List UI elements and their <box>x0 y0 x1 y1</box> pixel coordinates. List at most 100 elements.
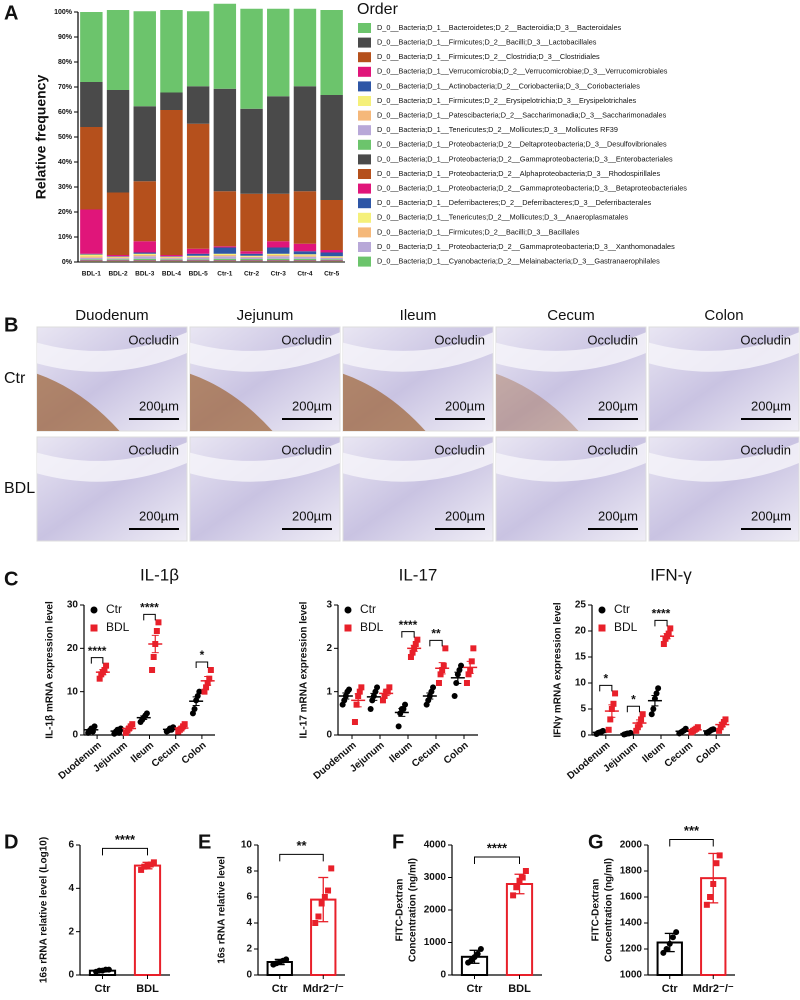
data-point <box>356 688 363 695</box>
data-point <box>386 684 393 691</box>
data-point <box>510 892 517 899</box>
data-point <box>513 884 520 891</box>
data-point <box>653 690 660 697</box>
data-point <box>673 929 680 936</box>
bar-segment <box>293 251 317 255</box>
legend-label: D_0__Bacteria;D_1__Firmicutes;D_2__Erysi… <box>377 96 637 105</box>
legend-label: Ctr <box>360 602 376 616</box>
legend-label: D_0__Bacteria;D_1__Tenericutes;D_2__Moll… <box>377 125 618 134</box>
y-tick-label: 40% <box>58 159 73 166</box>
bar-segment <box>267 247 290 254</box>
data-point <box>321 894 328 900</box>
x-tick-label: Colon <box>694 740 723 767</box>
x-tick-label: BDL-3 <box>135 271 155 278</box>
significance-bracket <box>401 631 415 638</box>
data-point <box>144 862 151 869</box>
significance-bracket <box>599 684 613 692</box>
stain-label: Occludin <box>128 332 179 347</box>
legend-label: BDL <box>614 620 638 634</box>
x-tick-label: BDL <box>508 983 531 995</box>
bar-segment <box>320 258 343 260</box>
tissue-layer <box>37 442 187 482</box>
legend-label: D_0__Bacteria;D_1__Proteobacteria;D_2__G… <box>377 154 673 163</box>
bar-segment <box>240 8 263 109</box>
tissue-layer <box>649 442 799 482</box>
data-point <box>414 636 421 643</box>
data-point <box>153 628 160 634</box>
chart-title: IL-1β <box>140 565 179 584</box>
bar-segment <box>293 256 317 259</box>
x-tick-label: Ctr-5 <box>324 271 340 278</box>
bar-segment <box>267 8 290 97</box>
data-point <box>407 654 414 660</box>
legend-swatch <box>358 154 371 165</box>
y-axis-label: IL-17 mRNA expression level <box>299 601 310 738</box>
x-tick-label: Colon <box>442 740 471 767</box>
significance-bracket <box>626 705 640 713</box>
bar-segment <box>186 257 210 260</box>
tissue-layer <box>37 332 187 372</box>
y-tick-label: 0 <box>72 730 78 741</box>
y-axis-label: FITC-Dextran <box>395 879 406 942</box>
data-point <box>710 881 717 887</box>
panel-label: E <box>198 831 211 853</box>
y-tick-label: 4000 <box>424 840 447 851</box>
significance-label: * <box>200 648 205 662</box>
bar-segment <box>80 257 103 260</box>
bar-segment <box>186 255 210 257</box>
scale-label: 200µm <box>598 398 638 413</box>
x-tick-label: BDL-4 <box>162 271 182 278</box>
tissue-layer <box>190 442 340 482</box>
bar-segment <box>80 253 103 255</box>
y-tick-label: 20 <box>67 643 79 654</box>
bar-segment <box>160 92 183 110</box>
bar-segment <box>80 254 103 257</box>
bar-segment <box>133 258 156 260</box>
stain-label: Occludin <box>281 332 332 347</box>
bar-segment <box>240 108 263 194</box>
scale-label: 200µm <box>139 398 179 413</box>
data-point <box>612 690 619 697</box>
data-point <box>430 684 437 691</box>
data-point <box>312 920 319 926</box>
panel-label: F <box>392 831 404 853</box>
data-point <box>655 685 662 692</box>
tissue-layer <box>649 332 799 372</box>
data-point <box>402 701 409 708</box>
occludin-stain <box>343 373 426 431</box>
legend-swatch <box>358 23 371 33</box>
data-point <box>663 946 670 952</box>
bar-segment <box>213 256 237 259</box>
y-axis-label: IL-1β mRNA expression level <box>45 601 56 739</box>
legend-swatch <box>358 96 371 106</box>
row-label: Ctr <box>4 370 26 387</box>
bar-segment <box>106 259 130 260</box>
data-point <box>91 723 98 730</box>
x-tick-label: Ctr <box>467 983 484 995</box>
bar-segment <box>293 86 317 192</box>
bar-segment <box>160 110 183 255</box>
bar-segment <box>186 86 210 124</box>
legend-swatch <box>358 125 371 136</box>
panel-label: A <box>4 2 18 24</box>
y-tick-label: 6 <box>68 840 74 851</box>
data-point <box>442 645 449 652</box>
bar-segment <box>106 192 130 255</box>
x-tick-label: Cecum <box>410 740 443 770</box>
x-tick-label: Ctr-4 <box>297 271 313 278</box>
data-point <box>90 624 98 632</box>
data-point <box>451 693 458 699</box>
panel-label: B <box>4 314 18 336</box>
y-tick-label: 6 <box>246 892 252 903</box>
data-point <box>318 900 325 907</box>
data-point <box>722 716 729 723</box>
legend-label: D_0__Bacteria;D_1__Cyanobacteria;D_2__Me… <box>377 257 660 266</box>
y-tick-label: 1600 <box>620 892 643 903</box>
x-tick-label: Mdr2⁻/⁻ <box>693 983 734 995</box>
data-point <box>351 719 358 725</box>
legend-label: BDL <box>360 620 384 634</box>
data-point <box>358 684 365 691</box>
bar-segment <box>240 259 263 260</box>
occludin-stain <box>37 373 120 431</box>
bar-segment <box>267 193 290 242</box>
